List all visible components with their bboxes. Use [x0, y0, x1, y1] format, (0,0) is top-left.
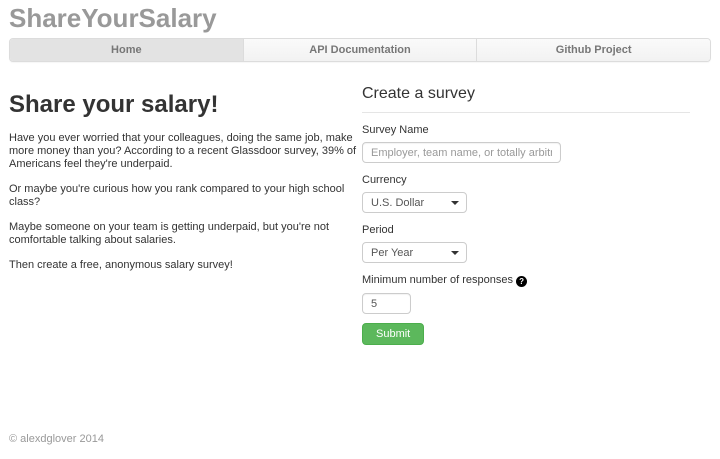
- intro-paragraph: Have you ever worried that your colleagu…: [9, 132, 357, 170]
- site-brand: ShareYourSalary: [9, 3, 217, 33]
- create-survey-panel: Create a survey Survey Name Currency U.S…: [362, 85, 690, 345]
- period-group: Period Per Year: [362, 224, 690, 263]
- tab-api-documentation[interactable]: API Documentation: [242, 39, 477, 61]
- tab-github-project[interactable]: Github Project: [476, 39, 710, 61]
- intro-heading: Share your salary!: [9, 91, 219, 118]
- chevron-down-icon: [451, 250, 459, 255]
- tab-github-project-label: Github Project: [555, 44, 632, 56]
- min-responses-group: Minimum number of responses?: [362, 274, 690, 314]
- currency-select[interactable]: U.S. Dollar: [362, 192, 467, 213]
- chevron-down-icon: [451, 200, 459, 205]
- period-label: Period: [362, 224, 394, 236]
- footer-copyright: © alexdglover 2014: [9, 433, 104, 445]
- survey-name-input[interactable]: [362, 142, 561, 163]
- min-responses-input[interactable]: [362, 293, 411, 314]
- period-select[interactable]: Per Year: [362, 242, 467, 263]
- form-heading: Create a survey: [362, 85, 690, 113]
- period-selected-value: Per Year: [371, 246, 414, 259]
- question-mark-icon[interactable]: ?: [516, 276, 528, 287]
- min-responses-label: Minimum number of responses?: [362, 274, 690, 287]
- tab-home-label: Home: [111, 44, 142, 56]
- intro-paragraph: Maybe someone on your team is getting un…: [9, 221, 330, 246]
- tab-home[interactable]: Home: [10, 39, 243, 61]
- survey-name-group: Survey Name: [362, 124, 690, 163]
- submit-button[interactable]: Submit: [362, 323, 425, 345]
- intro-paragraph: Then create a free, anonymous salary sur…: [9, 259, 233, 271]
- main-content: Share your salary! Have you ever worried…: [9, 85, 711, 345]
- page: ShareYourSalary Home API Documentation G…: [9, 3, 711, 345]
- currency-label: Currency: [362, 174, 407, 186]
- intro-paragraph: Or maybe you're curious how you rank com…: [9, 183, 345, 208]
- currency-group: Currency U.S. Dollar: [362, 174, 690, 213]
- currency-selected-value: U.S. Dollar: [371, 196, 425, 209]
- tab-api-documentation-label: API Documentation: [309, 44, 411, 56]
- intro-column: Share your salary! Have you ever worried…: [9, 85, 362, 345]
- min-responses-label-text: Minimum number of responses: [362, 274, 514, 286]
- tab-bar: Home API Documentation Github Project: [9, 38, 711, 62]
- survey-name-label: Survey Name: [362, 124, 429, 136]
